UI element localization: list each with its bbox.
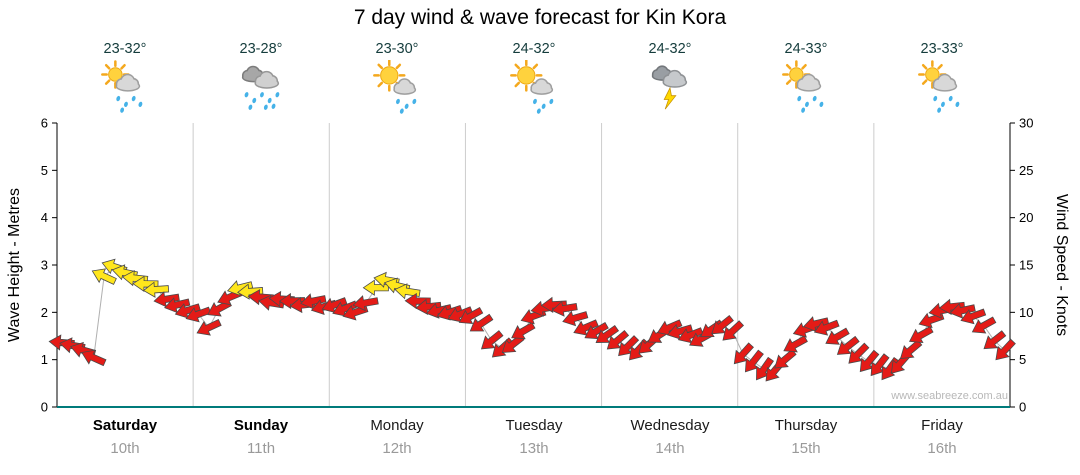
right-tick-label: 10 [1019,305,1033,320]
day-name: Wednesday [630,417,710,434]
weather-icon [241,65,280,110]
wind-arrow [321,297,348,314]
right-tick-label: 30 [1019,116,1033,131]
wind-arrow [404,292,431,310]
wind-arrow [606,329,630,350]
wind-arrow [300,293,327,310]
day-date: 15th [791,440,821,457]
wind-arrow [573,319,599,336]
left-tick-label: 0 [41,400,48,415]
wind-arrow [971,316,997,334]
day-name: Tuesday [505,417,563,434]
right-tick-label: 20 [1019,210,1033,225]
wind-arrow [960,308,987,325]
wind-arrow [938,298,966,315]
wind-arrow [733,342,754,365]
right-tick-label: 5 [1019,352,1026,367]
weather-icon [782,60,824,113]
wind-arrow [584,321,609,340]
left-tick-label: 3 [41,258,48,273]
wind-arrow [595,325,620,343]
left-tick-label: 2 [41,305,48,320]
wind-arrow [196,318,222,336]
right-axis-title: Wind Speed - Knots [1053,193,1070,337]
wind-arrow [656,319,683,336]
weather-icon [101,60,143,113]
wind-arrow [802,316,830,333]
temp-range: 24-32° [512,41,556,57]
left-axis-title: Wave Height - Metres [6,187,23,343]
day-date: 12th [382,440,412,457]
wind-arrow [836,335,860,355]
left-tick-label: 6 [41,116,48,131]
right-tick-label: 25 [1019,163,1033,178]
temp-range: 23-33° [920,41,964,57]
page-title: 7 day wind & wave forecast for Kin Kora [353,6,727,29]
left-tick-label: 5 [41,163,48,178]
wind-arrow [132,275,159,293]
temp-range: 24-32° [648,41,692,57]
wind-arrow [81,349,107,367]
temp-range: 23-28° [239,41,283,57]
wind-arrow [859,349,880,373]
left-tick-label: 4 [41,210,48,225]
wind-arrow [909,325,934,344]
day-name: Thursday [774,417,838,434]
watermark: www.seabreeze.com.au [891,390,1008,402]
temp-range: 23-30° [375,41,419,57]
day-date: 14th [655,440,685,457]
wind-arrow [848,342,870,364]
temp-range: 23-32° [103,41,147,57]
weather-icon [918,60,960,113]
weather-icon [510,60,554,114]
wind-arrow [153,291,180,308]
wind-arrow [352,295,379,312]
day-name: Friday [921,417,963,434]
wind-arrow [813,319,840,336]
wind-arrow [185,306,212,323]
left-tick-label: 1 [41,352,48,367]
temp-range: 24-33° [784,41,828,57]
wind-arrow [825,327,850,345]
day-name: Sunday [233,417,289,434]
wind-arrow [91,268,117,285]
wind-arrow [447,306,474,323]
right-tick-label: 0 [1019,400,1026,415]
day-name: Monday [370,417,424,434]
weather-icon [373,60,417,114]
wind-arrow [480,330,504,350]
wind-arrow [332,300,358,317]
wind-arrow [278,292,306,310]
wind-arrow [666,323,694,340]
wind-arrow [469,313,494,332]
right-tick-label: 15 [1019,258,1033,273]
wind-arrow [783,335,808,353]
wind-arrow [756,356,774,381]
day-date: 10th [110,440,140,457]
wind-arrow [744,349,764,373]
wind-arrow [722,320,745,341]
wind-arrow [540,296,567,314]
day-date: 11th [246,440,276,457]
wind-arrow [618,335,640,357]
wind-arrow [870,353,890,377]
wind-arrow [711,314,734,335]
day-date: 16th [927,440,957,457]
wind-arrow [164,297,191,314]
wind-arrow [562,310,589,327]
wind-arrow [551,300,578,317]
wind-arrow [983,330,1007,350]
wind-arrow [511,321,536,340]
wind-arrow [142,281,170,298]
day-name: Saturday [92,417,158,434]
wind-arrow [677,327,704,344]
wind-arrow [458,306,484,325]
day-date: 13th [519,440,549,457]
wind-arrow [949,302,976,319]
weather-icon [651,65,688,110]
wind-arrow [415,298,442,315]
wind-arrow [995,338,1016,361]
